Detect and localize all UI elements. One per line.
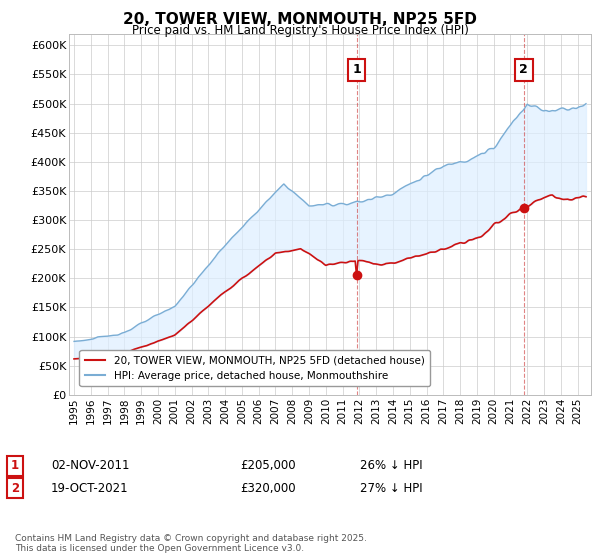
Legend: 20, TOWER VIEW, MONMOUTH, NP25 5FD (detached house), HPI: Average price, detache: 20, TOWER VIEW, MONMOUTH, NP25 5FD (deta… bbox=[79, 351, 430, 386]
Text: £320,000: £320,000 bbox=[240, 482, 296, 495]
Text: 2: 2 bbox=[11, 482, 19, 495]
Text: £205,000: £205,000 bbox=[240, 459, 296, 473]
Text: 02-NOV-2011: 02-NOV-2011 bbox=[51, 459, 130, 473]
Text: 1: 1 bbox=[11, 459, 19, 473]
Text: 27% ↓ HPI: 27% ↓ HPI bbox=[360, 482, 422, 495]
Text: 20, TOWER VIEW, MONMOUTH, NP25 5FD: 20, TOWER VIEW, MONMOUTH, NP25 5FD bbox=[123, 12, 477, 27]
Text: 1: 1 bbox=[352, 63, 361, 76]
Text: 26% ↓ HPI: 26% ↓ HPI bbox=[360, 459, 422, 473]
Text: Price paid vs. HM Land Registry's House Price Index (HPI): Price paid vs. HM Land Registry's House … bbox=[131, 24, 469, 37]
Text: 2: 2 bbox=[520, 63, 528, 76]
Text: Contains HM Land Registry data © Crown copyright and database right 2025.
This d: Contains HM Land Registry data © Crown c… bbox=[15, 534, 367, 553]
Text: 19-OCT-2021: 19-OCT-2021 bbox=[51, 482, 128, 495]
